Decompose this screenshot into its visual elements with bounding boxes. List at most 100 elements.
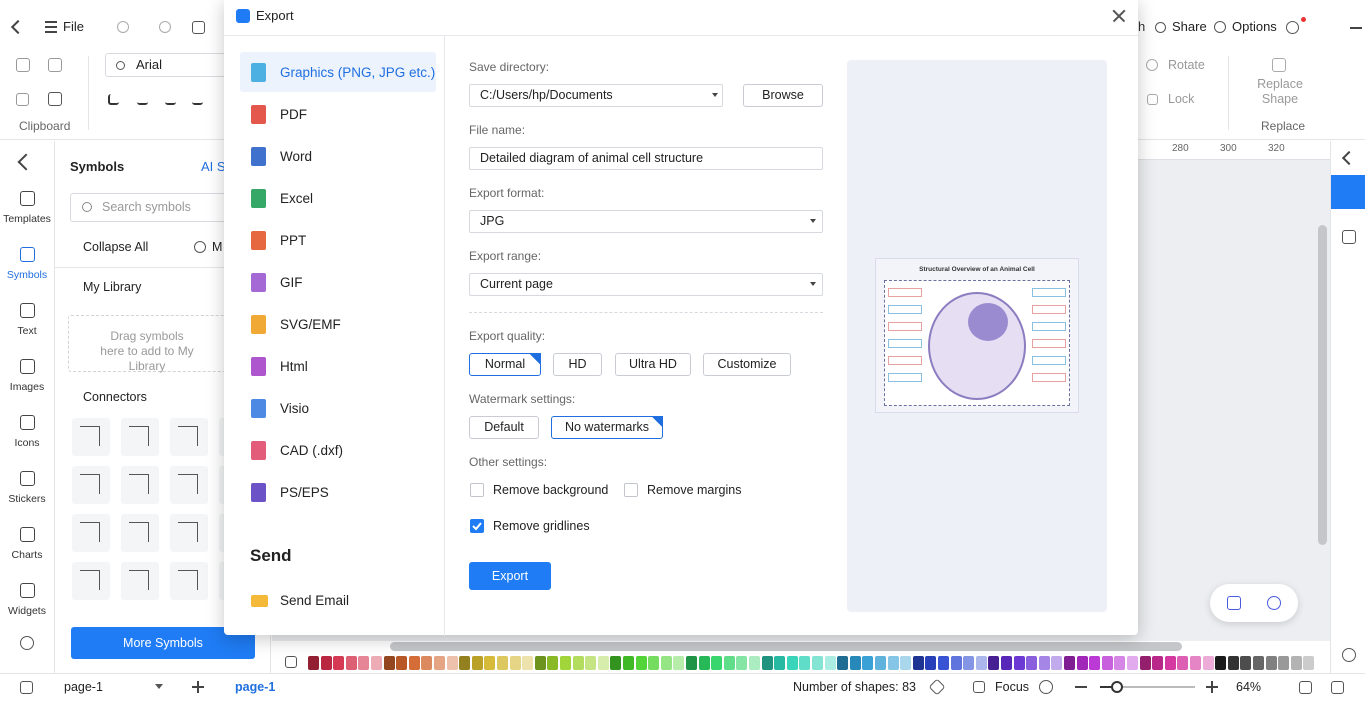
watermark-option[interactable]: Default: [469, 416, 539, 439]
color-swatch[interactable]: [623, 656, 634, 670]
sidebar-item[interactable]: Text: [17, 325, 37, 337]
focus-button[interactable]: Focus: [995, 680, 1030, 694]
color-swatch[interactable]: [1215, 656, 1227, 670]
collapse-all[interactable]: Collapse All: [83, 240, 149, 254]
color-swatch[interactable]: [497, 656, 508, 670]
color-swatch[interactable]: [1127, 656, 1138, 670]
connector-symbol[interactable]: [72, 562, 110, 600]
format-item[interactable]: Graphics (PNG, JPG etc.): [280, 65, 436, 80]
send-email[interactable]: Send Email: [280, 593, 350, 608]
zoom-level[interactable]: 64%: [1236, 680, 1262, 694]
color-swatch[interactable]: [1177, 656, 1189, 670]
format-item[interactable]: Html: [280, 359, 308, 374]
color-swatch[interactable]: [547, 656, 559, 670]
paste-button[interactable]: [48, 92, 62, 106]
color-swatch[interactable]: [1290, 656, 1302, 670]
color-swatch[interactable]: [1190, 656, 1201, 670]
help-icon[interactable]: [1285, 20, 1299, 34]
color-swatch[interactable]: [408, 656, 420, 670]
color-swatch[interactable]: [358, 656, 370, 670]
font-name[interactable]: Arial: [136, 57, 163, 72]
connector-symbol[interactable]: [121, 562, 159, 600]
connector-symbol[interactable]: [72, 418, 110, 456]
color-swatch[interactable]: [824, 656, 836, 670]
export-format-select[interactable]: JPG: [469, 210, 823, 233]
color-swatch[interactable]: [925, 656, 937, 670]
color-swatch[interactable]: [534, 656, 546, 670]
color-swatch[interactable]: [698, 656, 710, 670]
checkbox[interactable]: [470, 519, 484, 533]
format-painter[interactable]: [48, 58, 62, 72]
color-swatch[interactable]: [320, 656, 332, 670]
color-swatch[interactable]: [761, 656, 773, 670]
color-swatch[interactable]: [812, 656, 823, 670]
color-swatch[interactable]: [837, 656, 849, 670]
color-swatch[interactable]: [749, 656, 760, 670]
reading-mode[interactable]: [1298, 680, 1312, 694]
sidebar-item[interactable]: Widgets: [8, 605, 46, 617]
color-swatch[interactable]: [371, 656, 382, 670]
color-swatch[interactable]: [434, 656, 445, 670]
color-swatch[interactable]: [686, 656, 697, 670]
format-item[interactable]: GIF: [280, 275, 303, 290]
italic-button[interactable]: [136, 94, 148, 105]
color-swatch[interactable]: [1265, 656, 1277, 670]
horizontal-scrollbar[interactable]: [390, 642, 1182, 651]
connector-symbol[interactable]: [121, 514, 159, 552]
export-button[interactable]: Export: [469, 562, 551, 590]
export-range-select[interactable]: Current page: [469, 273, 823, 296]
checkbox-label[interactable]: Remove margins: [647, 483, 742, 497]
color-swatch[interactable]: [1202, 656, 1214, 670]
color-swatch[interactable]: [1038, 656, 1050, 670]
color-swatch[interactable]: [471, 656, 483, 670]
color-swatch[interactable]: [1278, 656, 1290, 670]
file-menu[interactable]: File: [63, 19, 84, 34]
fill-tool[interactable]: [285, 656, 297, 668]
color-swatch[interactable]: [1101, 656, 1113, 670]
format-item[interactable]: PPT: [280, 233, 307, 248]
color-swatch[interactable]: [383, 656, 395, 670]
color-swatch[interactable]: [509, 656, 521, 670]
color-swatch[interactable]: [1152, 656, 1164, 670]
color-swatch[interactable]: [446, 656, 458, 670]
browse-button[interactable]: Browse: [743, 84, 823, 107]
color-swatch[interactable]: [736, 656, 748, 670]
save-button[interactable]: [191, 20, 205, 34]
settings-button[interactable]: [20, 636, 34, 650]
present-button[interactable]: [1342, 230, 1356, 244]
color-swatch[interactable]: [950, 656, 962, 670]
ai-tool-button[interactable]: [1227, 596, 1241, 610]
color-swatch[interactable]: [1076, 656, 1088, 670]
color-swatch[interactable]: [660, 656, 672, 670]
color-swatch[interactable]: [345, 656, 357, 670]
color-swatch[interactable]: [711, 656, 723, 670]
zoom-out[interactable]: [1075, 686, 1087, 688]
watermark-option[interactable]: No watermarks: [551, 416, 663, 439]
color-swatch[interactable]: [484, 656, 496, 670]
my-library-heading[interactable]: My Library: [83, 280, 142, 294]
rotate-button[interactable]: Rotate: [1168, 58, 1205, 72]
color-swatch[interactable]: [396, 656, 408, 670]
file-name-field[interactable]: Detailed diagram of animal cell structur…: [469, 147, 823, 170]
share-button[interactable]: Share: [1172, 19, 1207, 34]
style-panel-button[interactable]: [1331, 175, 1365, 209]
play-button[interactable]: [1039, 680, 1053, 694]
color-swatch[interactable]: [673, 656, 685, 670]
color-swatch[interactable]: [308, 656, 319, 670]
connector-symbol[interactable]: [170, 418, 208, 456]
vertical-scrollbar[interactable]: [1318, 225, 1327, 545]
settings-icon[interactable]: [1342, 648, 1356, 662]
copy-button[interactable]: [15, 92, 29, 106]
color-swatch[interactable]: [988, 656, 1000, 670]
color-swatch[interactable]: [1013, 656, 1025, 670]
quality-option[interactable]: Normal: [469, 353, 541, 376]
fit-page[interactable]: [1330, 680, 1344, 694]
color-swatch[interactable]: [421, 656, 433, 670]
format-item[interactable]: CAD (.dxf): [280, 443, 344, 458]
format-item[interactable]: SVG/EMF: [280, 317, 341, 332]
color-swatch[interactable]: [585, 656, 597, 670]
color-swatch[interactable]: [786, 656, 798, 670]
color-swatch[interactable]: [887, 656, 899, 670]
color-swatch[interactable]: [1051, 656, 1063, 670]
color-swatch[interactable]: [560, 656, 571, 670]
